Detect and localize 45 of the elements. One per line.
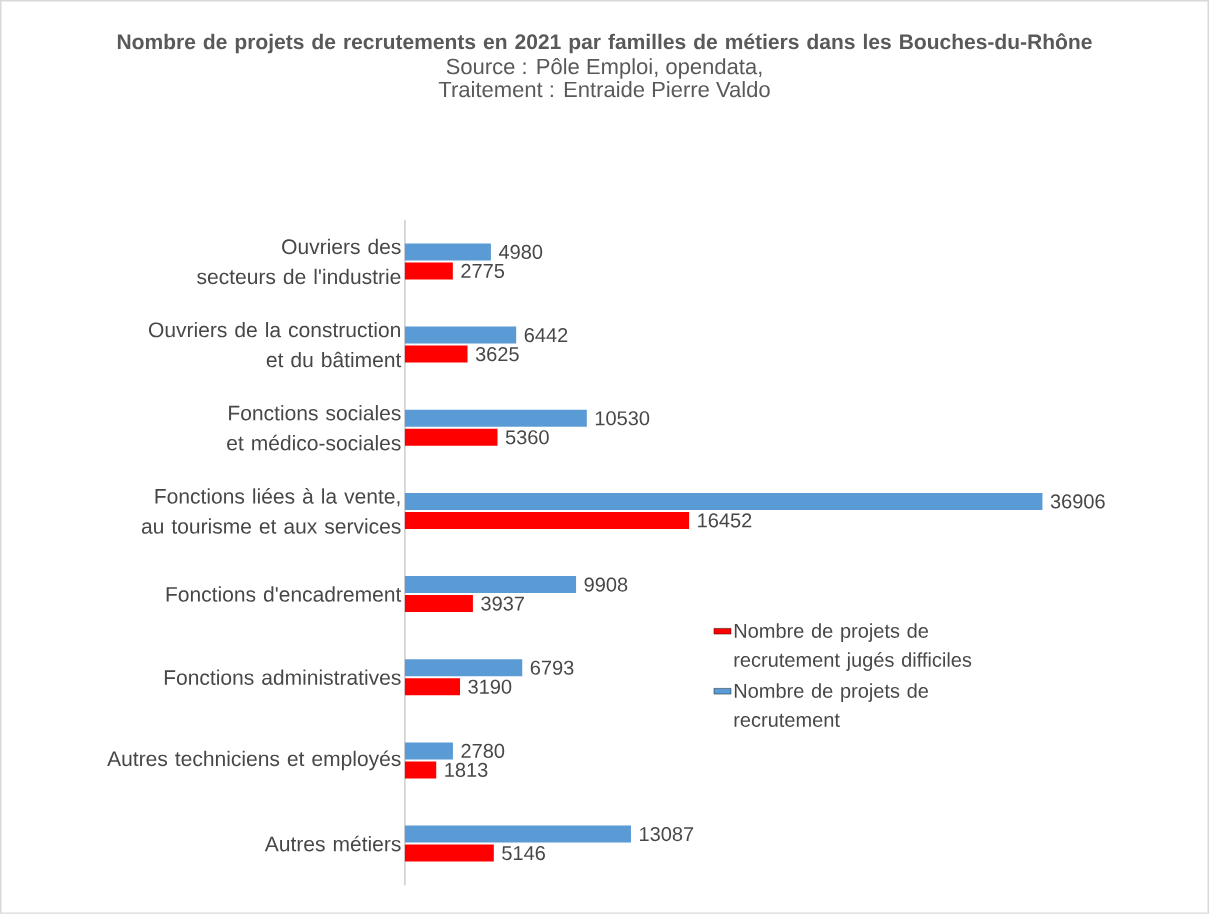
y-tick-label: Fonctions d'encadrement [166,586,402,602]
bar [404,659,523,677]
data-label: 3625 [475,347,519,362]
bar [404,742,453,760]
y-tick-label: Autres techniciens et employés [107,750,401,771]
bar [404,345,468,363]
y-tick-label: Autres métiers [264,835,401,852]
data-label: 5360 [505,430,549,445]
data-label: 1813 [445,762,488,778]
bar [404,428,498,446]
legend-label: Nombre de projets de recrutement jugés difficiles [734,623,972,671]
y-tick-label: Fonctions sociales et médico-sociales [227,405,401,451]
data-label: 2780 [461,743,505,759]
bar [404,492,1043,510]
bar [404,243,491,261]
bar [404,262,453,280]
chart-title: Nombre de projets de recrutements en 2021 par familles de métiers dans les Bouches-du-Rhône [117,33,1092,54]
y-tick-label: Fonctions administratives [164,669,401,686]
bar [404,576,577,594]
data-label: 6442 [524,328,568,343]
y-tick-label: Ouvriers de la construction et du bâtiment [148,321,402,368]
data-label: 3937 [481,596,524,611]
data-label: 10530 [595,411,650,426]
data-label: 36906 [1050,494,1105,509]
bar [404,825,631,843]
data-label: 6793 [530,660,574,675]
data-label: 4980 [498,244,543,260]
text: Traitement : Entraide Pierre Valdo [438,81,770,98]
data-label: 3190 [468,679,512,694]
legend-label: Nombre de projets de recrutement [734,683,929,728]
data-label: 9908 [584,577,628,592]
data-label: 16452 [698,513,752,528]
bar [404,511,690,529]
data-label: 13087 [640,827,694,842]
bar [404,844,494,862]
bar [404,595,473,613]
bar [404,409,587,427]
data-label: 2775 [461,263,505,279]
bar [404,326,517,344]
bar [404,678,461,696]
y-tick-label: Ouvriers des secteurs de l'industrie [197,238,401,285]
source-note: Source : Pôle Emploi, opendata, [446,58,762,79]
data-label: 5146 [502,846,545,861]
bar [404,761,437,779]
y-tick-label: Fonctions liées à la vente, au tourisme et aux services [141,488,401,534]
